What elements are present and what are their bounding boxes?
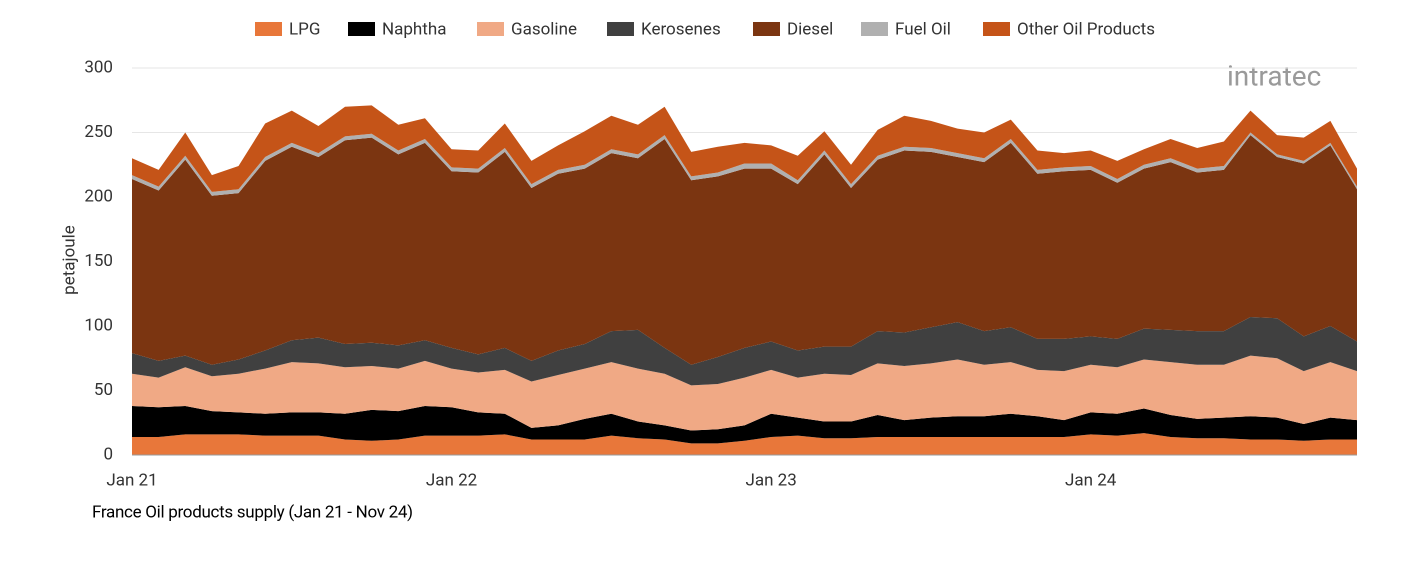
y-tick-label: 200 [84,186,113,206]
legend-label: Diesel [787,19,833,39]
legend-swatch [607,22,634,36]
x-tick-label: Jan 23 [745,470,796,490]
area [132,405,1357,444]
x-tick-label: Jan 22 [426,470,477,490]
y-tick-label: 50 [94,380,113,400]
y-tick-label: 0 [103,444,113,464]
legend-swatch [477,22,504,36]
y-tick-label: 100 [84,315,113,335]
legend-label: Other Oil Products [1017,19,1155,39]
y-axis-label: petajoule [59,225,79,295]
y-tick-label: 250 [84,122,113,142]
legend-swatch [861,22,888,36]
x-tick-label: Jan 24 [1065,470,1117,490]
legend-label: LPG [289,19,320,39]
legend-label: Kerosenes [641,19,721,39]
logo: intratec [1227,59,1321,92]
legend-swatch [348,22,375,36]
area [132,433,1357,455]
logo-text: intratec [1227,59,1321,92]
legend-swatch [753,22,780,36]
legend-label: Fuel Oil [895,19,951,39]
area [132,355,1357,431]
legend-label: Naphtha [382,19,446,39]
y-tick-label: 150 [84,251,113,271]
chart-title: France Oil products supply (Jan 21 - Nov… [92,502,413,522]
area [132,135,1357,365]
area [132,316,1357,386]
legend-swatch [983,22,1010,36]
area [132,105,1357,192]
y-tick-label: 300 [84,57,113,77]
legend-label: Gasoline [511,19,577,39]
legend-swatch [255,22,282,36]
area [132,132,1357,196]
x-tick-label: Jan 21 [106,470,157,490]
